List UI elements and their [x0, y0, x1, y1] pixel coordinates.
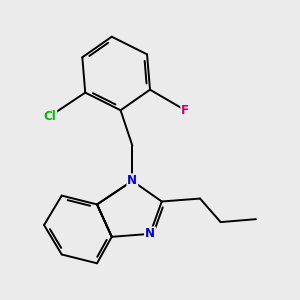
Text: N: N: [145, 227, 155, 240]
Text: N: N: [127, 174, 137, 188]
Text: Cl: Cl: [44, 110, 56, 123]
Text: F: F: [181, 104, 189, 117]
